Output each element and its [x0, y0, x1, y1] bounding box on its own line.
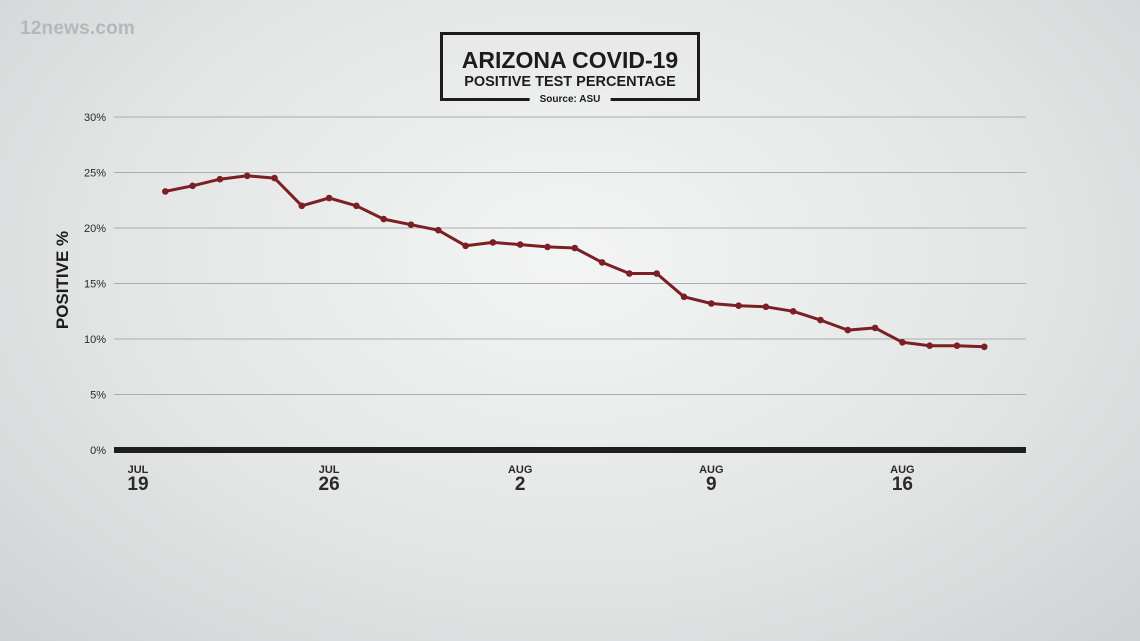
- chart-source: Source: ASU: [529, 94, 611, 106]
- data-point: [189, 182, 196, 190]
- x-tick-month: AUG: [699, 464, 723, 476]
- y-tick-label: 25%: [84, 168, 106, 180]
- data-point: [271, 174, 278, 182]
- data-point: [489, 239, 497, 246]
- data-point: [789, 308, 797, 315]
- x-tick-month: JUL: [319, 464, 340, 476]
- data-point: [571, 244, 579, 252]
- watermark-logo: 12news.com: [20, 18, 135, 39]
- y-tick-label: 20%: [84, 223, 106, 235]
- y-tick-label: 15%: [84, 279, 106, 291]
- x-tick-month: AUG: [890, 464, 914, 476]
- x-tick-day: 2: [515, 474, 526, 495]
- x-tick-day: 26: [319, 474, 340, 495]
- series-positive-percentage: [162, 172, 988, 351]
- y-tick-label: 0%: [90, 445, 106, 457]
- y-tick-label: 5%: [90, 390, 106, 402]
- data-point: [353, 202, 360, 210]
- chart-subtitle: POSITIVE TEST PERCENTAGE: [464, 74, 676, 90]
- data-point: [516, 241, 524, 248]
- data-point: [844, 326, 852, 334]
- data-point: [680, 293, 688, 301]
- data-point: [216, 175, 224, 183]
- data-point: [380, 215, 388, 223]
- data-point: [435, 226, 442, 234]
- data-point: [762, 303, 770, 311]
- data-point: [598, 259, 606, 266]
- data-point: [407, 221, 415, 228]
- data-point: [544, 243, 551, 251]
- data-point: [871, 324, 879, 332]
- y-tick-label: 10%: [84, 334, 106, 346]
- chart-title-box: ARIZONA COVID-19 POSITIVE TEST PERCENTAG…: [440, 32, 700, 106]
- y-tick-labels: 0% 5% 10% 15% 20% 25% 30%: [84, 112, 106, 457]
- data-point: [708, 300, 715, 307]
- data-point: [926, 342, 933, 350]
- x-tick-month: AUG: [508, 464, 532, 476]
- x-tick-day: 16: [892, 474, 913, 495]
- x-tick-day: 9: [706, 474, 717, 495]
- data-point: [735, 302, 742, 310]
- grid-lines: [114, 116, 1026, 395]
- data-point: [243, 172, 251, 180]
- data-point: [298, 202, 306, 210]
- y-tick-label: 30%: [84, 112, 106, 124]
- x-tick-month: JUL: [128, 464, 149, 476]
- data-point: [953, 342, 961, 350]
- x-tick-day: 19: [127, 474, 148, 495]
- data-point: [817, 316, 824, 324]
- chart-title: ARIZONA COVID-19: [461, 47, 679, 73]
- data-point: [162, 188, 169, 195]
- data-point: [325, 194, 333, 202]
- data-point: [626, 270, 633, 277]
- data-point: [653, 270, 660, 277]
- data-point: [981, 343, 988, 351]
- data-point: [462, 242, 469, 250]
- data-point: [899, 339, 906, 346]
- series-line: [164, 174, 985, 349]
